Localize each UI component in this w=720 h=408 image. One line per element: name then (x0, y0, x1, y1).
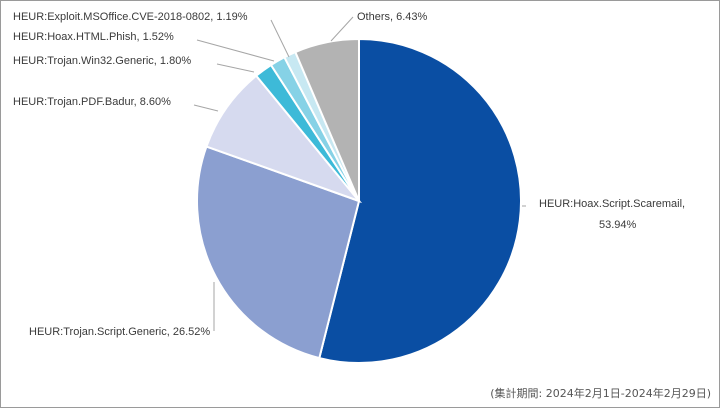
leader-line-4 (196, 39, 275, 62)
leader-line-3 (216, 63, 255, 73)
leader-line-6 (330, 16, 354, 42)
slice-label-3: HEUR:Trojan.Win32.Generic, 1.80% (13, 55, 191, 67)
period-note: (集計期間: 2024年2月1日-2024年2月29日) (490, 387, 711, 400)
pie-slice-0 (318, 37, 522, 364)
slice-label-1: HEUR:Trojan.Script.Generic, 26.52% (29, 326, 210, 338)
pie-slice-1 (196, 145, 361, 360)
slice-label-2: HEUR:Trojan.PDF.Badur, 8.60% (13, 96, 171, 108)
slice-label-4: HEUR:Hoax.HTML.Phish, 1.52% (13, 31, 174, 43)
leader-line-5 (270, 19, 290, 58)
slice-label-0-line2: 53.94% (599, 219, 637, 231)
slice-label-5: HEUR:Exploit.MSOffice.CVE-2018-0802, 1.1… (13, 11, 248, 23)
pie-slice-2 (205, 74, 363, 204)
slice-label-6: Others, 6.43% (357, 11, 428, 23)
slice-label-0-line1: HEUR:Hoax.Script.Scaremail, (539, 198, 685, 210)
pie-slice-6 (294, 37, 360, 202)
leader-line-2 (193, 104, 219, 112)
